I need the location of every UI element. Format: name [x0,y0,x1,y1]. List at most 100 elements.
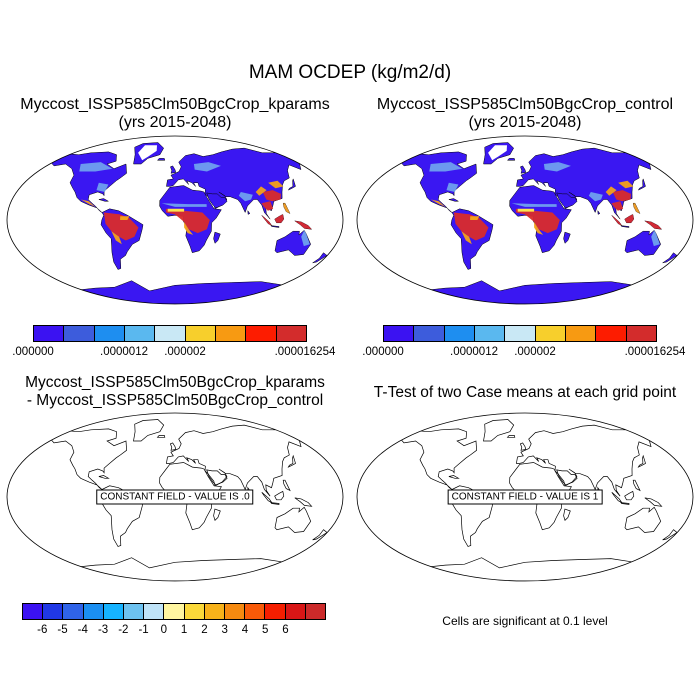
panel1-map [6,135,344,305]
landmass-iceland [506,158,516,161]
panel3-title-line2: - Myccost_ISSP585Clm50BgcCrop_control [26,392,324,409]
field-region-16 [633,203,640,214]
panel1-cbar-label-3: .000016254 [274,346,336,358]
panel4-constant-label: CONSTANT FIELD - VALUE IS 1 [447,489,603,505]
landmass-borneo [274,490,285,501]
panel3-title: Myccost_ISSP585Clm50BgcCrop_kparams - My… [5,374,345,410]
colorbar-swatch-6 [565,326,597,341]
landmass-cuba [448,475,460,479]
colorbar-swatch-5 [124,604,145,619]
panel2-colorbar [383,325,657,342]
field-region-7 [161,203,207,207]
field-region-17 [301,230,310,247]
landmass-java [620,225,630,228]
panel2-title-line2: (yrs 2015-2048) [468,114,582,131]
landmass-sumatra [261,492,273,503]
landmass-newguinea [644,497,663,507]
field-region-8 [612,190,631,202]
landmass-japan [287,454,296,468]
field-region-5 [515,208,560,234]
colorbar-swatch-1 [64,326,95,341]
colorbar-swatch-8 [184,604,205,619]
colorbar-swatch-4 [505,326,536,341]
field-region-6 [184,221,194,235]
panel3-cbar-label-12: 6 [282,624,289,636]
landmass-australia [624,506,662,533]
colorbar-swatch-5 [185,326,216,341]
panel1-cbar-label-2: .000002 [164,346,206,358]
landmass-madagascar [563,508,571,521]
field-region-18 [193,162,221,172]
landmass-arabia [556,469,578,486]
field-region-2 [81,199,96,207]
field-rim-0 [517,208,535,212]
landmass-java [270,502,280,505]
colorbar-swatch-9 [204,604,226,619]
landmass-britain [520,165,527,174]
landmass-philippines [282,479,291,492]
field-region-8 [262,190,281,202]
panel3-colorbar [22,603,326,620]
landmass-cuba [448,198,460,202]
landmass-sumatra [611,492,623,503]
colorbar-swatch-7 [164,604,185,619]
landmass-arabia [556,192,578,209]
landmass-arabia [206,469,228,486]
colorbar-swatch-3 [474,326,506,341]
panel1-colorbar [33,325,307,342]
landmass-britain [169,442,177,451]
colorbar-swatch-13 [285,604,306,619]
panel1-title-line2: (yrs 2015-2048) [118,114,232,131]
panel2-cbar-label-2: .000002 [514,346,556,358]
panel1-cbar-label-0: .000000 [12,346,54,358]
panel3-cbar-label-8: 2 [201,624,208,636]
greenland-ice [488,145,507,161]
field-region-13 [611,215,622,226]
colorbar-swatch-2 [94,326,125,341]
landmass-newguinea [294,497,313,507]
colorbar-swatch-5 [535,326,566,341]
field-region-17 [651,230,660,247]
colorbar-swatch-0 [34,326,65,341]
panel3-cbar-label-11: 5 [261,624,269,636]
field-region-15 [294,220,312,230]
panel3-cbar-label-5: -1 [138,624,149,636]
panel4-significance-note: Cells are significant at 0.1 level [442,614,608,628]
field-region-11 [238,192,253,202]
panel2-map [356,135,694,305]
landmass-iceland [506,435,516,438]
panel1-cbar-label-1: .0000012 [100,346,148,358]
field-region-5 [165,208,210,234]
field-region-0 [79,162,113,172]
field-region-1 [96,182,109,192]
landmass-japan [637,178,646,191]
landmass-srilanka [597,209,601,215]
panel2-cbar-label-1: .0000012 [450,346,498,358]
field-region-11 [588,192,603,202]
field-region-13 [261,215,272,226]
landmass-iceland [156,435,166,438]
field-region-0 [429,162,463,172]
colorbar-swatch-8 [276,326,306,341]
globe-border [356,412,694,582]
panel2-title: Myccost_ISSP585Clm50BgcCrop_control (yrs… [355,96,695,132]
landmass-japan [287,178,296,191]
panel3-cbar-label-0: -6 [37,624,48,636]
panel2-cbar-label-3: .000016254 [624,346,686,358]
landmass-srilanka [247,209,251,215]
colorbar-swatch-3 [83,604,104,619]
field-region-14 [274,214,284,223]
colorbar-swatch-11 [245,604,266,619]
landmass-madagascar [213,508,221,521]
colorbar-swatch-1 [43,604,64,619]
field-region-7 [511,203,557,207]
panel3-cbar-label-6: 0 [160,624,168,636]
landmass-britain [519,442,527,451]
colorbar-swatch-0 [23,604,44,619]
panel3-constant-label: CONSTANT FIELD - VALUE IS .0 [96,489,254,505]
colorbar-swatch-6 [144,604,165,619]
colorbar-swatch-10 [225,604,246,619]
field-region-9 [605,186,617,196]
landmass-northAmerica [401,428,477,490]
landmass-madagascar [213,231,221,244]
